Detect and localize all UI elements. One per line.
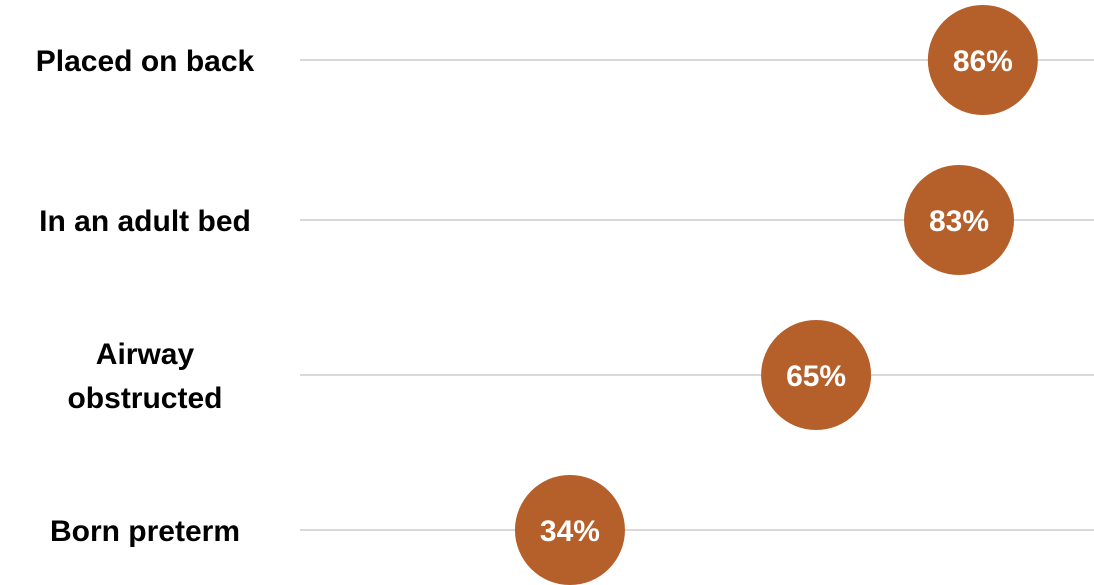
category-label-line: Airway bbox=[96, 338, 195, 371]
data-marker bbox=[761, 320, 872, 430]
category-label-line: Born preterm bbox=[50, 515, 240, 548]
data-marker bbox=[927, 5, 1038, 115]
category-label: In an adult bed bbox=[39, 205, 251, 238]
data-label: 34% bbox=[540, 515, 600, 548]
data-marker bbox=[904, 165, 1015, 275]
gridlines bbox=[300, 59, 1094, 531]
category-label-line: obstructed bbox=[67, 382, 222, 415]
category-labels: Placed on back In an adult bed Airway obstr… bbox=[36, 45, 255, 548]
category-label: Airway obstructed bbox=[67, 338, 222, 415]
category-label: Born preterm bbox=[50, 515, 240, 548]
data-label: 65% bbox=[786, 360, 846, 393]
category-label: Placed on back bbox=[36, 45, 255, 78]
data-markers: 86% 83% 65% 34% bbox=[514, 5, 1038, 585]
category-label-line: In an adult bed bbox=[39, 205, 251, 238]
data-label: 86% bbox=[953, 45, 1013, 78]
data-marker bbox=[514, 475, 625, 585]
category-label-line: Placed on back bbox=[36, 45, 255, 78]
data-label: 83% bbox=[929, 205, 989, 238]
